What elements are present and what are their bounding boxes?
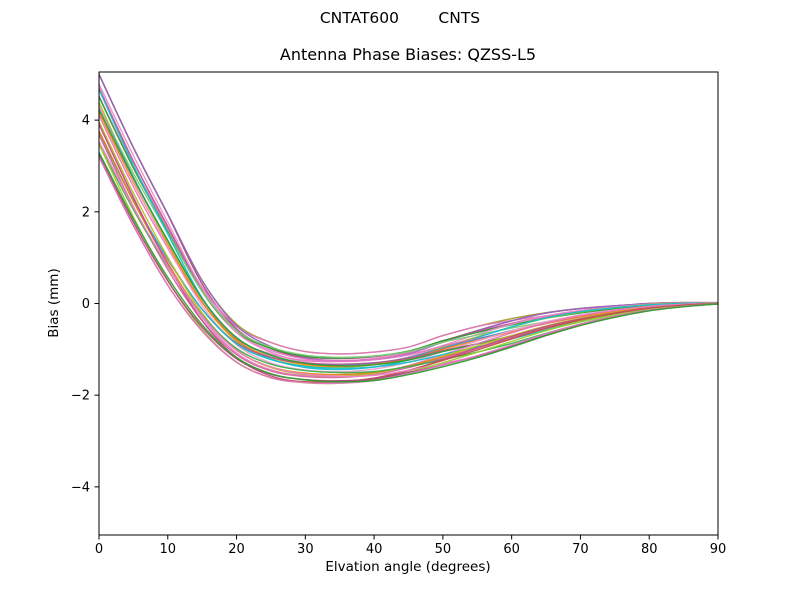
- bias-curve: [99, 121, 718, 377]
- y-tick-label: 4: [82, 114, 90, 129]
- y-tick-label: 2: [82, 205, 90, 220]
- y-tick-label: −4: [71, 480, 90, 495]
- bias-curve: [99, 109, 718, 367]
- bias-curve: [99, 130, 718, 365]
- x-axis-ticks: 0 10 20 30 40 50 60 70 80 90: [95, 535, 726, 557]
- x-tick-label: 20: [228, 542, 245, 557]
- bias-curve: [99, 124, 718, 384]
- bias-curve: [99, 83, 718, 366]
- figure-suptitle: CNTAT600 CNTS: [320, 9, 480, 27]
- bias-curve: [99, 101, 718, 369]
- bias-curve: [99, 143, 718, 374]
- x-axis-label: Elvation angle (degrees): [325, 559, 490, 575]
- x-tick-label: 30: [297, 542, 314, 557]
- x-tick-label: 80: [641, 542, 658, 557]
- bias-curve: [99, 130, 718, 376]
- bias-curve: [99, 121, 718, 378]
- bias-curve: [99, 156, 718, 385]
- bias-curve: [99, 106, 718, 366]
- x-tick-label: 40: [366, 542, 383, 557]
- bias-curve: [99, 111, 718, 368]
- bias-curve: [99, 151, 718, 383]
- x-tick-label: 0: [95, 542, 103, 557]
- y-tick-label: 0: [82, 297, 90, 312]
- bias-curve: [99, 134, 718, 369]
- x-tick-label: 50: [435, 542, 452, 557]
- y-axis-ticks: −4 −2 0 2 4: [71, 114, 99, 495]
- bias-curve: [99, 134, 718, 379]
- x-tick-label: 70: [572, 542, 589, 557]
- bias-curve: [99, 106, 718, 373]
- bias-curve: [99, 89, 718, 371]
- curve-bundle: [99, 74, 718, 385]
- bias-curve: [99, 114, 718, 363]
- axes-title: Antenna Phase Biases: QZSS-L5: [280, 45, 536, 64]
- bias-curve: [99, 74, 718, 362]
- x-tick-label: 60: [503, 542, 520, 557]
- y-axis-label: Bias (mm): [46, 268, 62, 337]
- bias-curve: [99, 141, 718, 378]
- y-tick-label: −2: [71, 389, 90, 404]
- x-tick-label: 10: [160, 542, 177, 557]
- x-tick-label: 90: [710, 542, 727, 557]
